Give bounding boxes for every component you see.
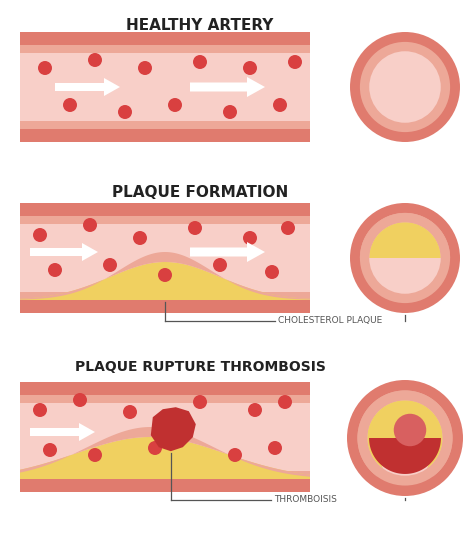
Bar [20,292,310,300]
Bar [20,203,310,313]
Circle shape [83,218,97,232]
Bar [20,382,310,492]
FancyArrow shape [190,77,265,97]
Circle shape [73,393,87,407]
Circle shape [48,263,62,277]
FancyArrow shape [30,243,98,261]
FancyArrow shape [30,423,95,441]
Circle shape [193,55,207,69]
Circle shape [288,55,302,69]
Circle shape [188,221,202,235]
Circle shape [273,98,287,112]
Bar [20,479,310,492]
Circle shape [138,61,152,75]
Circle shape [33,403,47,417]
Circle shape [281,221,295,235]
Circle shape [350,32,460,142]
Circle shape [88,448,102,462]
Polygon shape [20,252,310,300]
Polygon shape [151,407,196,451]
Circle shape [43,443,57,457]
FancyArrow shape [55,78,120,96]
Circle shape [248,403,262,417]
Circle shape [278,395,292,409]
Circle shape [213,258,227,272]
Circle shape [350,203,460,313]
Circle shape [103,258,117,272]
Circle shape [148,441,162,455]
Circle shape [367,400,443,476]
Circle shape [228,448,242,462]
Bar [20,395,310,403]
Bar [20,471,310,479]
Bar [20,121,310,129]
Circle shape [243,61,257,75]
Circle shape [265,265,279,279]
Bar [20,216,310,224]
Circle shape [360,42,450,132]
Polygon shape [20,437,310,479]
Circle shape [193,395,207,409]
Circle shape [88,53,102,67]
Bar [20,32,310,142]
Polygon shape [20,262,310,300]
FancyArrow shape [190,242,265,262]
Bar [20,300,310,313]
Text: HEALTHY ARTERY: HEALTHY ARTERY [126,18,273,33]
Circle shape [63,98,77,112]
Circle shape [243,231,257,245]
Circle shape [394,414,426,446]
Circle shape [223,105,237,119]
Bar [20,129,310,142]
Polygon shape [369,438,441,474]
Circle shape [357,390,453,486]
Circle shape [268,441,282,455]
Circle shape [360,213,450,303]
Text: THROMBOISIS: THROMBOISIS [274,496,337,504]
Bar [20,382,310,395]
Circle shape [123,405,137,419]
Circle shape [369,222,441,294]
Text: PLAQUE RUPTURE THROMBOSIS: PLAQUE RUPTURE THROMBOSIS [74,360,326,374]
Polygon shape [357,390,453,476]
Circle shape [347,380,463,496]
Circle shape [168,98,182,112]
Polygon shape [367,400,443,469]
Bar [20,203,310,216]
Circle shape [33,228,47,242]
Polygon shape [20,427,310,477]
Circle shape [158,268,172,282]
Circle shape [133,231,147,245]
Text: PLAQUE FORMATION: PLAQUE FORMATION [112,185,288,200]
Circle shape [118,105,132,119]
Circle shape [38,61,52,75]
Text: CHOLESTEROL PLAQUE: CHOLESTEROL PLAQUE [278,316,382,326]
Bar [20,32,310,45]
Circle shape [369,51,441,123]
Bar [20,45,310,53]
Polygon shape [369,222,441,258]
Polygon shape [360,213,450,258]
